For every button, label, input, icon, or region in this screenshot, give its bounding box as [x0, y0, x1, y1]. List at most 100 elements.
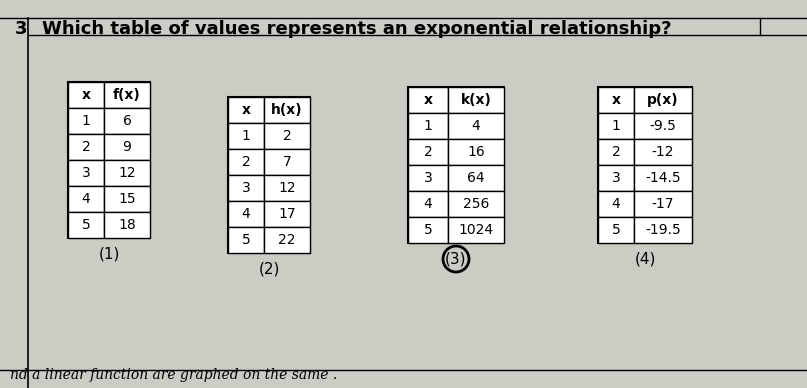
Bar: [228, 123, 264, 149]
Bar: [228, 175, 264, 201]
Bar: [598, 217, 634, 243]
Text: 4: 4: [612, 197, 621, 211]
Bar: [408, 113, 448, 139]
Bar: [264, 97, 310, 123]
Bar: [408, 191, 448, 217]
Text: 18: 18: [118, 218, 136, 232]
Text: 6: 6: [123, 114, 132, 128]
Text: x: x: [424, 93, 433, 107]
Bar: [228, 201, 264, 227]
Bar: [104, 134, 150, 160]
Bar: [264, 227, 310, 253]
Text: f(x): f(x): [113, 88, 141, 102]
Bar: [448, 87, 504, 113]
Text: 5: 5: [241, 233, 250, 247]
Text: 1024: 1024: [458, 223, 494, 237]
Bar: [264, 201, 310, 227]
Text: (3): (3): [445, 251, 466, 267]
Text: 16: 16: [467, 145, 485, 159]
Text: 7: 7: [282, 155, 291, 169]
Text: 9: 9: [123, 140, 132, 154]
Text: 2: 2: [282, 129, 291, 143]
Text: 3: 3: [424, 171, 433, 185]
Text: 22: 22: [278, 233, 295, 247]
Text: -9.5: -9.5: [650, 119, 676, 133]
Bar: [634, 139, 692, 165]
Text: 12: 12: [118, 166, 136, 180]
Text: 1: 1: [82, 114, 90, 128]
Text: (1): (1): [98, 246, 119, 262]
Text: x: x: [241, 103, 250, 117]
Bar: [634, 113, 692, 139]
Bar: [68, 212, 104, 238]
Bar: [408, 165, 448, 191]
Text: (4): (4): [634, 251, 655, 267]
Bar: [264, 175, 310, 201]
Bar: [634, 87, 692, 113]
Text: Which table of values represents an exponential relationship?: Which table of values represents an expo…: [42, 21, 671, 38]
Text: 5: 5: [424, 223, 433, 237]
Text: 2: 2: [82, 140, 90, 154]
Text: 17: 17: [278, 207, 296, 221]
Text: 12: 12: [278, 181, 296, 195]
Bar: [68, 108, 104, 134]
Text: 2: 2: [612, 145, 621, 159]
Bar: [598, 165, 634, 191]
Bar: [228, 97, 264, 123]
Text: 1: 1: [424, 119, 433, 133]
Text: 5: 5: [612, 223, 621, 237]
Text: 4: 4: [241, 207, 250, 221]
Text: 4: 4: [471, 119, 480, 133]
Bar: [68, 160, 104, 186]
Bar: [408, 139, 448, 165]
Text: 1: 1: [612, 119, 621, 133]
Bar: [634, 191, 692, 217]
Bar: [448, 139, 504, 165]
Bar: [598, 113, 634, 139]
Bar: [408, 87, 504, 243]
Text: 4: 4: [424, 197, 433, 211]
Bar: [408, 217, 448, 243]
Text: -19.5: -19.5: [645, 223, 681, 237]
Text: 5: 5: [82, 218, 90, 232]
Bar: [448, 191, 504, 217]
Text: 1: 1: [241, 129, 250, 143]
Bar: [104, 186, 150, 212]
Bar: [228, 227, 264, 253]
Bar: [104, 212, 150, 238]
Text: x: x: [612, 93, 621, 107]
Text: -17: -17: [652, 197, 675, 211]
Text: nd a linear function are graphed on the same .: nd a linear function are graphed on the …: [10, 368, 337, 382]
Bar: [448, 113, 504, 139]
Text: (2): (2): [258, 262, 280, 277]
Bar: [68, 134, 104, 160]
Bar: [598, 191, 634, 217]
Bar: [68, 186, 104, 212]
Bar: [104, 82, 150, 108]
Bar: [68, 82, 150, 238]
Text: p(x): p(x): [647, 93, 679, 107]
Text: 15: 15: [118, 192, 136, 206]
Bar: [598, 139, 634, 165]
Text: 256: 256: [462, 197, 489, 211]
Bar: [448, 217, 504, 243]
Bar: [228, 97, 310, 253]
Text: 2: 2: [241, 155, 250, 169]
Text: h(x): h(x): [271, 103, 303, 117]
Bar: [104, 160, 150, 186]
Text: 3: 3: [241, 181, 250, 195]
Bar: [448, 165, 504, 191]
Bar: [68, 82, 104, 108]
Bar: [104, 108, 150, 134]
Text: 3: 3: [82, 166, 90, 180]
Bar: [264, 123, 310, 149]
Text: 3: 3: [612, 171, 621, 185]
Text: 2: 2: [424, 145, 433, 159]
Text: 4: 4: [82, 192, 90, 206]
Bar: [634, 165, 692, 191]
Bar: [264, 149, 310, 175]
Bar: [598, 87, 634, 113]
Text: k(x): k(x): [461, 93, 491, 107]
Text: 3: 3: [15, 21, 27, 38]
Bar: [408, 87, 448, 113]
